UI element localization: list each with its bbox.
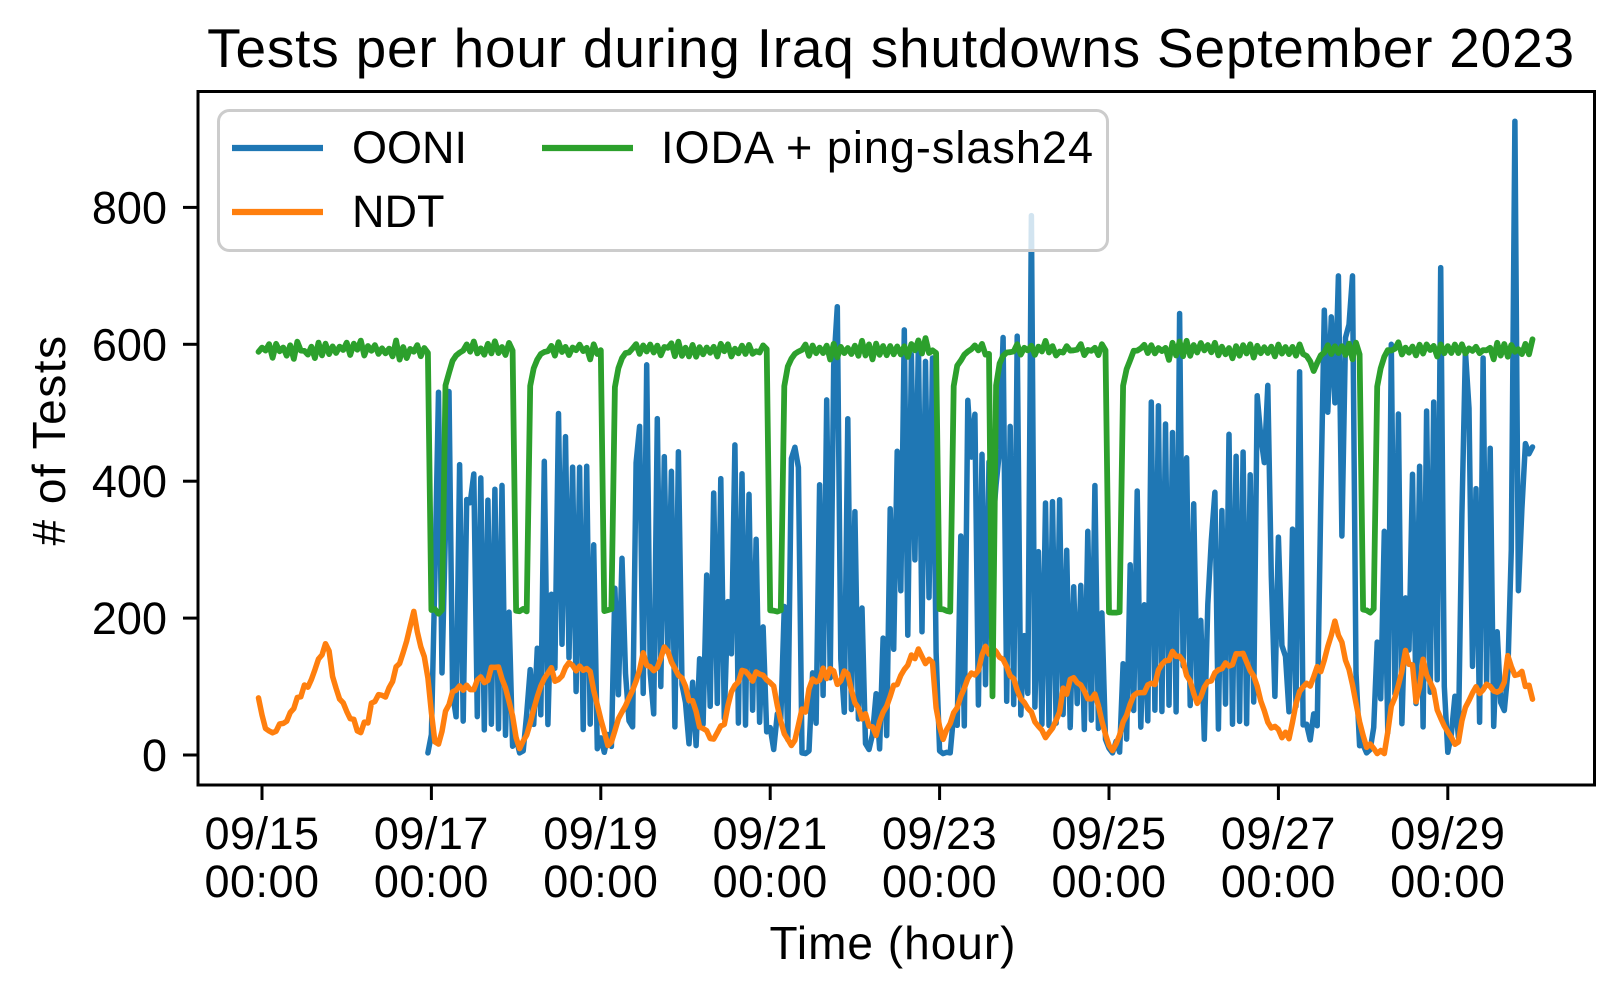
svg-text:00:00: 00:00: [374, 856, 489, 907]
svg-text:NDT: NDT: [352, 186, 444, 237]
svg-text:09/25: 09/25: [1051, 808, 1166, 859]
svg-text:09/23: 09/23: [882, 808, 997, 859]
svg-text:00:00: 00:00: [882, 856, 997, 907]
svg-text:09/27: 09/27: [1221, 808, 1336, 859]
svg-text:OONI: OONI: [352, 122, 467, 173]
svg-text:00:00: 00:00: [1221, 856, 1336, 907]
svg-text:00:00: 00:00: [1051, 856, 1166, 907]
svg-text:IODA + ping-slash24: IODA + ping-slash24: [661, 122, 1094, 173]
svg-text:00:00: 00:00: [204, 856, 319, 907]
svg-text:800: 800: [92, 182, 167, 233]
svg-text:0: 0: [142, 730, 167, 781]
svg-text:Time (hour): Time (hour): [770, 917, 1017, 969]
svg-text:600: 600: [92, 319, 167, 370]
svg-text:00:00: 00:00: [1390, 856, 1505, 907]
svg-text:400: 400: [92, 456, 167, 507]
svg-text:200: 200: [92, 593, 167, 644]
svg-text:00:00: 00:00: [713, 856, 828, 907]
svg-text:Tests per hour during Iraq shu: Tests per hour during Iraq shutdowns Sep…: [207, 17, 1575, 79]
svg-text:09/15: 09/15: [204, 808, 319, 859]
svg-text:09/21: 09/21: [713, 808, 828, 859]
svg-text:# of Tests: # of Tests: [23, 334, 75, 545]
svg-text:09/19: 09/19: [543, 808, 658, 859]
svg-text:09/17: 09/17: [374, 808, 489, 859]
svg-text:09/29: 09/29: [1390, 808, 1505, 859]
svg-text:00:00: 00:00: [543, 856, 658, 907]
